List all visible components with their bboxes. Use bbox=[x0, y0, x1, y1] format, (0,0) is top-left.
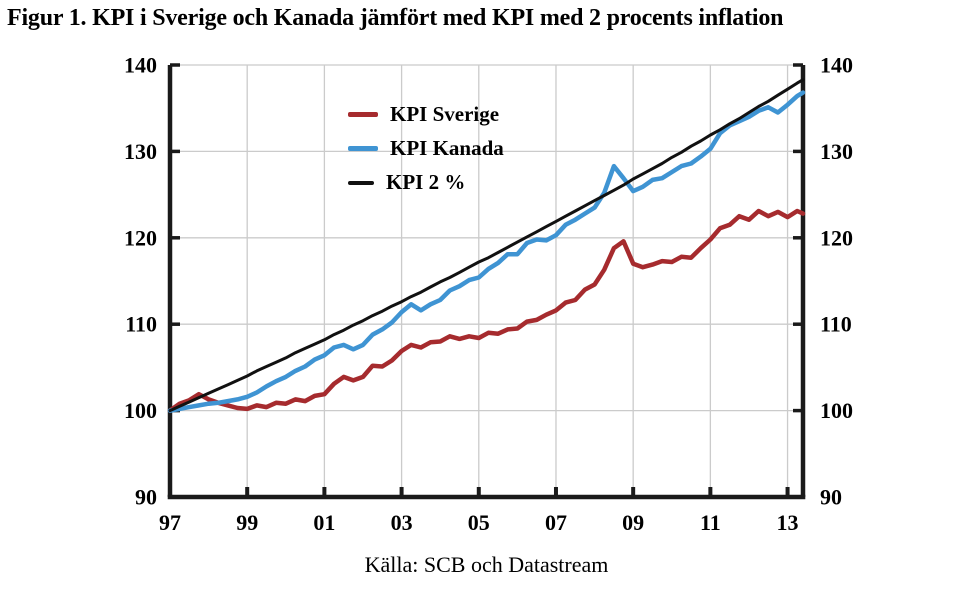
legend: KPI Sverige KPI Kanada KPI 2 % bbox=[348, 102, 504, 195]
x-axis-label-01: 01 bbox=[313, 510, 335, 535]
y-axis-label-left-140: 140 bbox=[124, 53, 157, 78]
legend-label-kpi-kanada: KPI Kanada bbox=[390, 136, 504, 160]
y-axis-label-right-140: 140 bbox=[820, 53, 853, 78]
y-axis-label-right-90: 90 bbox=[820, 485, 842, 510]
x-axis-label-13: 13 bbox=[777, 510, 799, 535]
x-axis-label-99: 99 bbox=[236, 510, 258, 535]
y-axis-label-right-110: 110 bbox=[820, 312, 852, 337]
x-axis-label-09: 09 bbox=[622, 510, 644, 535]
x-axis-label-03: 03 bbox=[391, 510, 413, 535]
series-line-kpi-sverige bbox=[167, 208, 806, 413]
y-axis-label-left-130: 130 bbox=[124, 139, 157, 164]
y-axis-label-right-130: 130 bbox=[820, 139, 853, 164]
x-axis-label-97: 97 bbox=[159, 510, 181, 535]
x-axis-label-05: 05 bbox=[468, 510, 490, 535]
y-axis-label-left-110: 110 bbox=[125, 312, 157, 337]
legend-label-kpi-2-procent: KPI 2 % bbox=[386, 170, 466, 194]
legend-swatch-kpi-kanada bbox=[348, 146, 378, 151]
legend-swatch-kpi-sverige bbox=[348, 112, 378, 117]
y-axis-label-left-100: 100 bbox=[124, 398, 157, 423]
y-axis-label-right-120: 120 bbox=[820, 225, 853, 250]
x-axis-label-07: 07 bbox=[545, 510, 567, 535]
legend-item-kpi-sverige: KPI Sverige bbox=[348, 102, 504, 127]
x-axis-label-11: 11 bbox=[700, 510, 721, 535]
series-line-kpi-kanada bbox=[167, 90, 806, 413]
y-axis-label-left-90: 90 bbox=[135, 485, 157, 510]
legend-swatch-kpi-2-procent bbox=[348, 180, 374, 185]
legend-item-kpi-kanada: KPI Kanada bbox=[348, 136, 504, 161]
legend-item-kpi-2-procent: KPI 2 % bbox=[348, 170, 504, 195]
legend-label-kpi-sverige: KPI Sverige bbox=[390, 102, 500, 126]
y-axis-label-right-100: 100 bbox=[820, 398, 853, 423]
source-caption: Källa: SCB och Datastream bbox=[364, 552, 609, 577]
chart-title: Figur 1. KPI i Sverige och Kanada jämför… bbox=[7, 5, 784, 31]
series-line-kpi-2- bbox=[168, 78, 805, 413]
y-axis-label-left-120: 120 bbox=[124, 225, 157, 250]
